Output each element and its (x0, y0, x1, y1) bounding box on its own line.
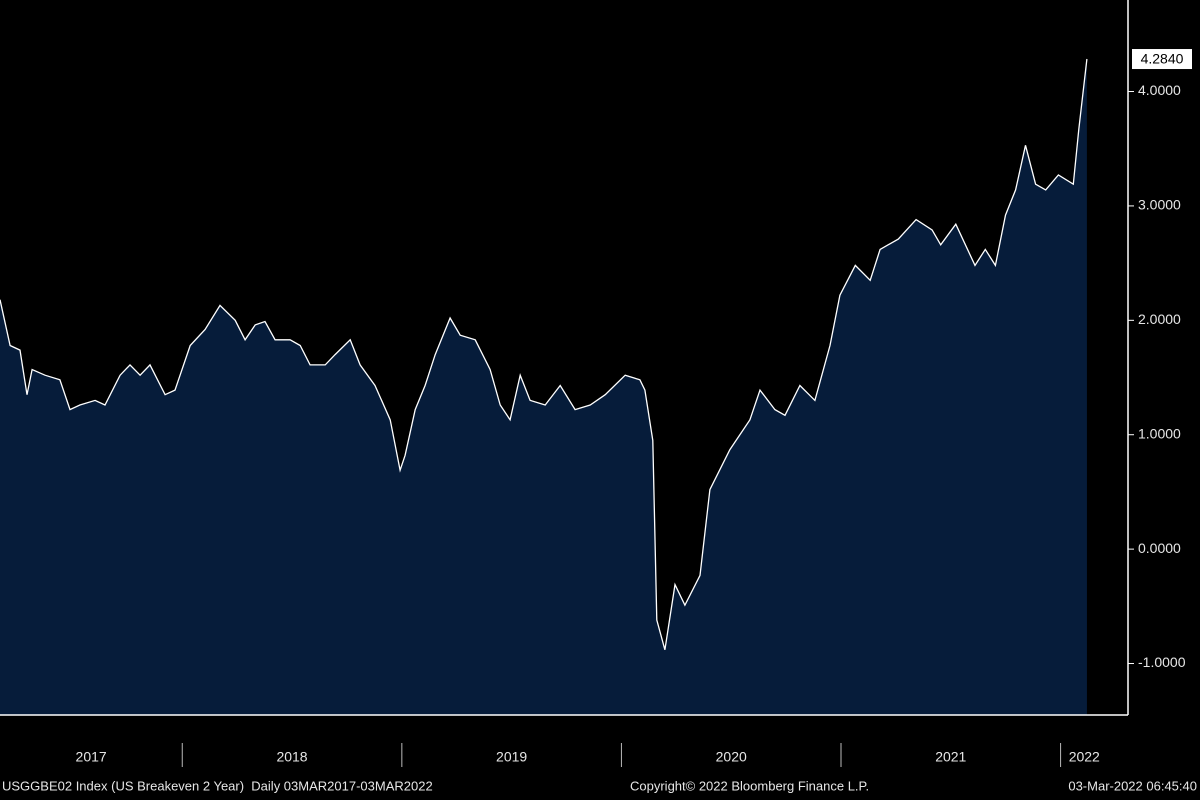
x-period-label: 2021 (935, 749, 966, 765)
x-period-label: 2019 (496, 749, 527, 765)
area-fill (0, 59, 1087, 715)
footer-left: USGGBE02 Index (US Breakeven 2 Year) Dai… (2, 778, 433, 793)
x-period-label: 2017 (76, 749, 107, 765)
y-tick-label: 1.0000 (1138, 425, 1181, 441)
y-tick-label: 2.0000 (1138, 311, 1181, 327)
y-tick-label: 4.0000 (1138, 82, 1181, 98)
y-tick-label: -1.0000 (1138, 654, 1186, 670)
x-period-label: 2022 (1069, 749, 1100, 765)
y-tick-label: 0.0000 (1138, 540, 1181, 556)
footer-right: 03-Mar-2022 06:45:40 (1068, 778, 1197, 793)
y-tick-label: 3.0000 (1138, 197, 1181, 213)
last-value-box (1132, 49, 1192, 70)
last-value-label: 4.2840 (1141, 51, 1184, 67)
x-period-label: 2020 (716, 749, 747, 765)
footer-center: Copyright© 2022 Bloomberg Finance L.P. (630, 778, 869, 793)
line (0, 58, 1088, 650)
x-period-label: 2018 (276, 749, 307, 765)
